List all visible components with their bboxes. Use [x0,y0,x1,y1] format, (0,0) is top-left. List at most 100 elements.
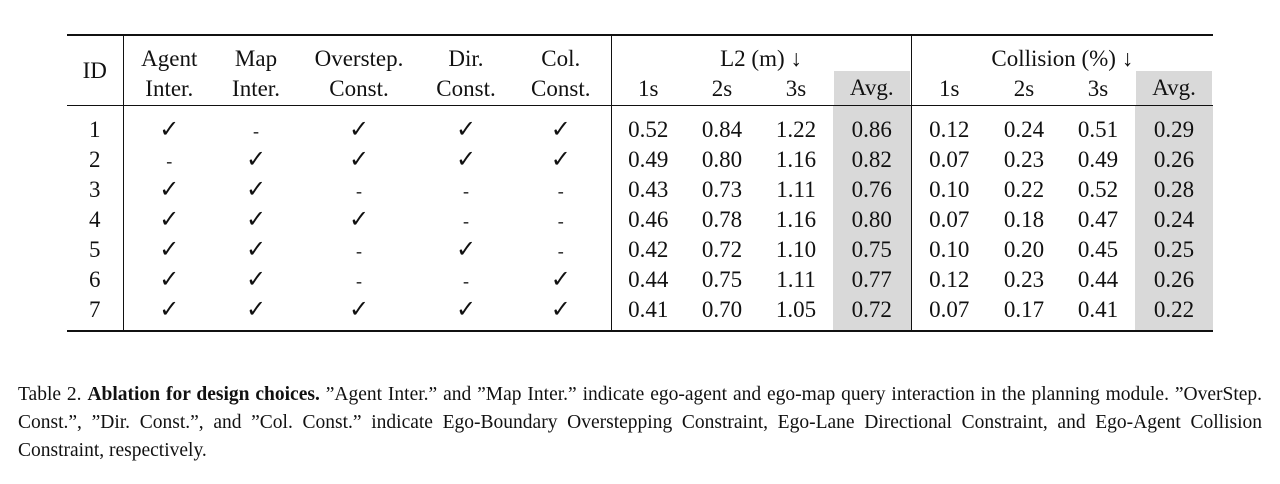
cell-id-value: 7 [89,296,101,322]
checkmark-icon: ✓ [550,115,571,143]
cell-l2-avg-value: 0.86 [851,116,892,142]
cell-l2-2s: 0.70 [685,294,759,331]
cell-dir-const: - [421,204,511,234]
cell-map-inter: ✓ [215,204,297,234]
cell-collision-1s: 0.10 [911,174,987,204]
checkmark-icon: ✓ [348,295,370,323]
cell-l2-3s-value: 1.11 [776,176,816,202]
cell-collision-1s-value: 0.10 [929,176,970,202]
cell-l2-1s: 0.46 [611,204,685,234]
cell-collision-1s: 0.07 [911,294,987,331]
cell-l2-avg: 0.82 [833,144,912,174]
checkmark-icon: ✓ [159,265,180,293]
cell-dir-const: ✓ [421,294,511,331]
caption-body: ”Agent Inter.” and ”Map Inter.” indicate… [18,384,1263,461]
table-row: 5 ✓ ✓ - ✓ - 0.42 0.72 1.10 0.75 0.10 0.20 0.45 0.25 [67,234,1214,264]
dash-mark: - [463,270,469,291]
cell-l2-avg-value: 0.82 [851,146,892,172]
cell-collision-1s: 0.10 [911,234,987,264]
cell-l2-2s: 0.73 [685,174,759,204]
table-body: 1 ✓ - ✓ ✓ ✓ 0.52 0.84 1.22 0.86 0.12 0.24 0.51 0.29 2-… [67,105,1214,331]
cell-id: 6 [67,264,124,294]
cell-collision-2s: 0.18 [987,204,1061,234]
cell-collision-avg: 0.25 [1135,234,1214,264]
cell-id: 4 [67,204,124,234]
header-agent-inter-line1: Agent [141,46,198,71]
cell-collision-avg: 0.29 [1135,105,1214,144]
header-overstep-line2: Const. [329,75,389,101]
checkmark-icon: ✓ [348,145,370,173]
cell-collision-3s-value: 0.45 [1077,236,1119,262]
dash-mark: - [463,210,469,231]
cell-collision-2s-value: 0.17 [1003,296,1045,322]
cell-dir-const: ✓ [421,144,511,174]
cell-collision-1s: 0.12 [911,106,987,145]
cell-l2-3s: 1.11 [759,264,833,294]
table-row: 1 ✓ - ✓ ✓ ✓ 0.52 0.84 1.22 0.86 0.12 0.24 0.51 0.29 [67,105,1214,145]
cell-collision-avg: 0.24 [1135,204,1214,234]
header-id: ID [67,35,124,106]
cell-collision-3s: 0.41 [1061,294,1135,331]
cell-l2-1s-value: 0.44 [628,266,669,292]
cell-collision-2s-value: 0.24 [1003,116,1045,142]
cell-overstep-const: - [297,264,421,294]
cell-collision-3s-value: 0.44 [1077,266,1119,292]
cell-col-const: - [511,204,612,234]
header-row-bottom: Inter. Inter. Const. Const. Const. 1s 2s… [67,71,1214,106]
cell-l2-2s-value: 0.70 [701,296,743,322]
cell-l2-1s: 0.42 [611,234,685,264]
cell-id: 7 [67,294,124,331]
cell-collision-2s: 0.23 [987,144,1061,174]
cell-l2-3s: 1.05 [759,294,833,331]
cell-overstep-const: - [297,174,421,204]
cell-l2-2s-value: 0.75 [701,266,743,292]
checkmark-icon: ✓ [550,145,571,173]
cell-l2-3s: 1.11 [759,174,833,204]
cell-collision-avg-value: 0.26 [1153,266,1195,292]
table-row: 4 ✓ ✓ ✓ - - 0.46 0.78 1.16 0.80 0.07 0.18 0.47 0.24 [67,204,1214,234]
header-l2-1s: 1s [638,75,659,101]
cell-collision-2s: 0.24 [987,106,1061,145]
cell-l2-3s: 1.16 [759,204,833,234]
cell-l2-1s-value: 0.42 [628,236,669,262]
cell-collision-1s-value: 0.07 [929,296,970,322]
cell-collision-avg: 0.26 [1135,264,1214,294]
cell-l2-2s: 0.72 [685,234,759,264]
table-row: 6 ✓ ✓ - - ✓ 0.44 0.75 1.11 0.77 0.12 0.23 0.44 0.26 [67,264,1214,294]
header-l2-2s: 2s [711,75,733,101]
cell-dir-const: ✓ [421,106,511,145]
header-overstep-line1: Overstep. [314,46,404,71]
table-row: 7 ✓ ✓ ✓ ✓ ✓ 0.41 0.70 1.05 0.72 0.07 0.17 0.41 0.22 [67,294,1214,331]
cell-collision-1s-value: 0.10 [929,236,970,262]
dash-mark: - [557,240,564,261]
header-dir-line2: Const. [436,75,496,101]
cell-col-const: ✓ [511,105,612,144]
cell-l2-3s: 1.16 [759,144,833,174]
cell-l2-1s-value: 0.52 [628,116,669,142]
cell-collision-3s: 0.52 [1061,174,1135,204]
cell-collision-avg-value: 0.22 [1153,296,1195,322]
cell-l2-avg-value: 0.75 [851,236,892,262]
cell-id-value: 4 [89,206,101,232]
cell-l2-1s: 0.49 [611,144,685,174]
cell-agent-inter: ✓ [123,204,215,234]
header-map-inter-line2: Inter. [232,75,280,101]
cell-l2-3s-value: 1.05 [775,296,817,322]
cell-l2-avg: 0.76 [833,174,912,204]
checkmark-icon: ✓ [159,115,180,143]
cell-dir-const: ✓ [421,234,511,264]
cell-agent-inter: ✓ [123,264,215,294]
cell-l2-avg: 0.77 [833,264,912,294]
cell-l2-2s: 0.84 [685,106,759,145]
cell-collision-avg-value: 0.29 [1153,116,1195,142]
header-row-top: ID Agent Map Overstep. Dir. Col. L2 (m) … [67,35,1213,106]
cell-l2-1s: 0.44 [611,264,685,294]
header-l2-avg: Avg. [833,71,912,106]
dash-mark: - [557,180,564,201]
cell-collision-1s: 0.07 [911,144,987,174]
cell-collision-3s-value: 0.47 [1077,206,1119,232]
header-col-avg-label: Avg. [1136,71,1213,105]
cell-map-inter: ✓ [215,234,297,264]
header-agent-inter-line2: Inter. [145,75,194,101]
header-l2-avg-label: Avg. [833,71,910,105]
